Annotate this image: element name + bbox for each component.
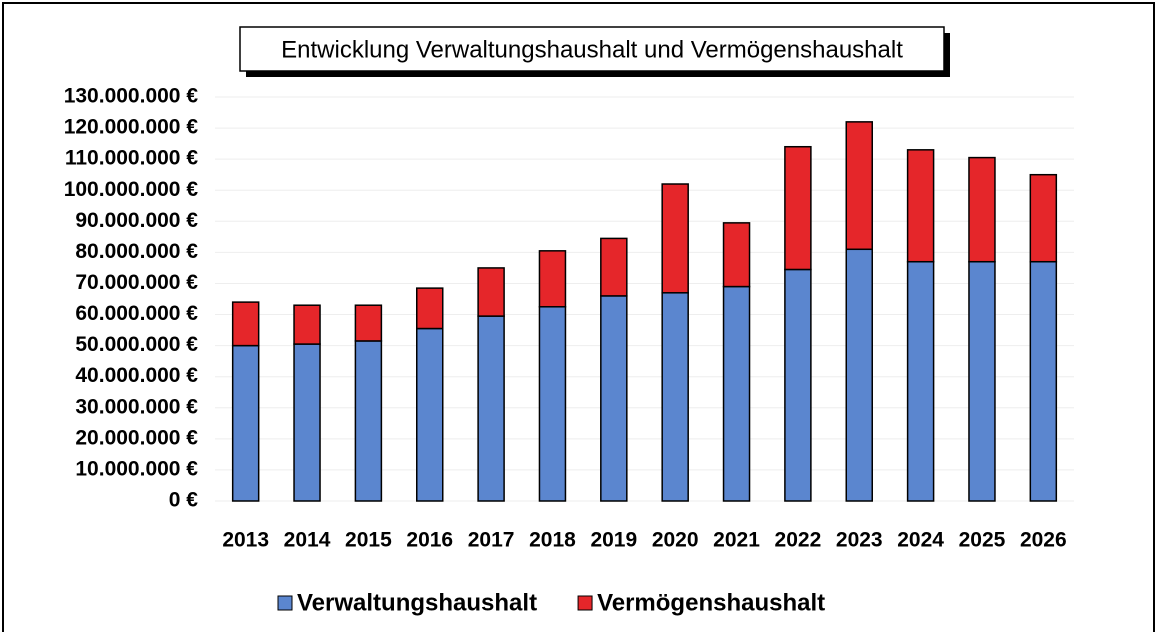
bar-segment	[722, 222, 751, 288]
y-tick-label: 120.000.000 €	[64, 116, 199, 139]
bar-segment	[231, 301, 260, 347]
bar-segment	[1029, 173, 1058, 263]
bar-segment	[722, 285, 751, 502]
bar-segment	[1029, 260, 1058, 502]
bar-segment	[293, 343, 321, 502]
bar-segment	[600, 237, 628, 297]
y-tick-label: 40.000.000 €	[75, 364, 198, 387]
x-tick-label: 2018	[529, 529, 576, 552]
y-tick-label: 30.000.000 €	[75, 395, 198, 418]
y-tick-label: 60.000.000 €	[75, 302, 198, 325]
x-tick-label: 2013	[222, 529, 269, 552]
x-tick-label: 2025	[959, 529, 1006, 552]
bar-segment	[845, 121, 873, 251]
x-tick-label: 2017	[468, 529, 515, 552]
x-tick-label: 2023	[836, 529, 883, 552]
y-tick-label: 100.000.000 €	[64, 178, 199, 201]
y-tick-label: 130.000.000 €	[64, 85, 199, 108]
legend-label: Vermögenshaushalt	[597, 589, 825, 616]
bar-segment	[231, 344, 260, 502]
bar-segment	[968, 260, 996, 502]
title-box	[239, 26, 945, 72]
bar-segment	[354, 304, 383, 342]
bar-segment	[784, 145, 812, 271]
x-tick-label: 2020	[652, 529, 699, 552]
x-tick-label: 2015	[345, 529, 392, 552]
x-tick-label: 2019	[590, 529, 637, 552]
bar-segment	[416, 327, 444, 502]
bar-segment	[477, 315, 505, 502]
x-tick-label: 2024	[897, 529, 944, 552]
y-tick-label: 80.000.000 €	[75, 240, 198, 263]
y-tick-label: 10.000.000 €	[75, 457, 198, 480]
legend-label: Verwaltungshaushalt	[297, 589, 537, 616]
bar-segment	[354, 340, 383, 502]
bar-segment	[477, 267, 505, 317]
y-tick-label: 50.000.000 €	[75, 333, 198, 356]
bar-segment	[293, 304, 321, 345]
bar-segment	[906, 260, 935, 502]
bar-segment	[661, 183, 689, 294]
bar-segment	[538, 250, 567, 308]
chart-title: Entwicklung Verwaltungshaushalt und Verm…	[281, 36, 903, 63]
bar-segment	[661, 292, 689, 502]
legend-swatch	[577, 595, 593, 611]
bar-segment	[538, 306, 567, 502]
bar-segment	[845, 248, 873, 502]
bar-segment	[784, 268, 812, 502]
bar-segment	[416, 287, 444, 330]
x-tick-label: 2026	[1020, 529, 1067, 552]
y-tick-label: 70.000.000 €	[75, 271, 198, 294]
y-tick-label: 110.000.000 €	[65, 147, 198, 170]
bar-segment	[600, 295, 628, 502]
x-tick-label: 2022	[775, 529, 822, 552]
bar-segment	[968, 156, 996, 263]
y-tick-label: 20.000.000 €	[75, 426, 198, 449]
legend-swatch	[277, 595, 293, 611]
x-tick-label: 2021	[713, 529, 760, 552]
bar-segment	[906, 149, 935, 263]
x-tick-label: 2014	[284, 529, 331, 552]
y-tick-label: 0 €	[169, 489, 199, 512]
y-tick-label: 90.000.000 €	[75, 209, 198, 232]
x-tick-label: 2016	[406, 529, 453, 552]
